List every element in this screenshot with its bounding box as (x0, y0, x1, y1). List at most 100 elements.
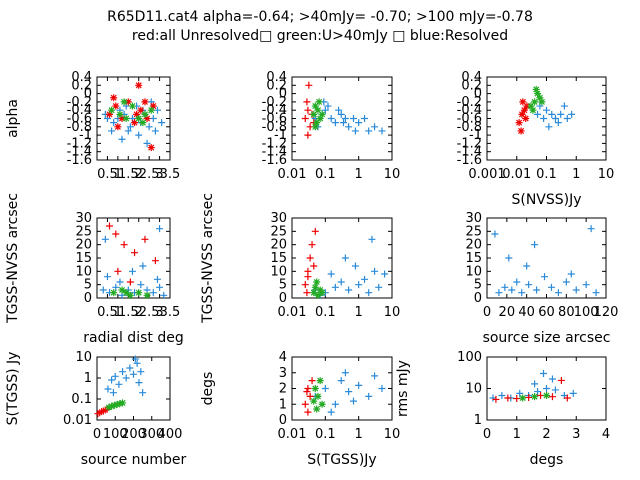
data-point (519, 98, 527, 106)
data-point (313, 405, 321, 413)
x-tick-label: 1 (513, 427, 521, 442)
x-tick-label: 100 (103, 427, 128, 442)
data-point (126, 291, 134, 299)
y-tick-label: -0.4 (67, 103, 92, 118)
data-point (350, 115, 358, 122)
data-point (126, 364, 134, 372)
y-tick-label: -0.6 (67, 112, 92, 127)
data-point (110, 289, 118, 297)
data-point (106, 222, 114, 230)
data-point (109, 389, 117, 397)
x-tick-label: 20 (499, 305, 516, 320)
y-tick-label: 0 (84, 87, 92, 102)
data-point (119, 368, 127, 376)
y-tick-label: -1.4 (67, 145, 92, 160)
data-point (110, 401, 118, 409)
x-tick-label: 0.5 (97, 167, 118, 182)
data-point (114, 123, 122, 131)
y-tick-label: -0.2 (457, 95, 482, 110)
data-point (137, 368, 145, 376)
data-point (537, 391, 545, 399)
x-tick-label: 0.5 (97, 305, 118, 320)
data-point (124, 98, 132, 106)
x-axis-label: radial dist deg (83, 330, 183, 346)
x-tick-label: 1 (355, 167, 363, 182)
data-point (108, 106, 116, 114)
data-point (489, 394, 497, 402)
data-point (315, 98, 323, 106)
y-tick-label: 0.01 (63, 413, 92, 428)
x-tick-label: 1 (114, 167, 122, 182)
data-point (587, 225, 595, 233)
data-point (131, 355, 139, 363)
data-point (527, 102, 535, 110)
data-point (523, 262, 531, 270)
y-tick-label: 15 (270, 251, 287, 266)
y-tick-label: -0.6 (457, 112, 482, 127)
x-tick-label: 400 (158, 427, 183, 442)
data-point (126, 278, 134, 286)
data-point (337, 278, 345, 286)
x-tick-label: 2 (542, 427, 550, 442)
data-point (335, 106, 343, 114)
x-tick-label: 0 (93, 427, 101, 442)
data-point (304, 131, 312, 139)
y-tick-label: 25 (270, 224, 287, 239)
x-tick-label: 60 (538, 305, 555, 320)
series-red (515, 98, 531, 135)
data-point (518, 110, 526, 118)
data-point (515, 119, 523, 127)
data-point (534, 90, 542, 98)
data-point (160, 291, 168, 299)
data-point (143, 291, 151, 299)
x-axis-label: S(NVSS)Jy (511, 192, 581, 208)
data-point (365, 127, 373, 135)
data-point (311, 385, 319, 392)
data-point (112, 102, 120, 110)
series-red (301, 377, 316, 416)
data-point (306, 392, 314, 400)
x-tick-label: 10 (384, 167, 401, 182)
data-point (378, 385, 386, 392)
data-point (122, 374, 130, 382)
data-point (543, 106, 550, 114)
series-green (310, 377, 326, 413)
data-point (304, 408, 312, 416)
y-axis-label: TGSS-NVSS arcsec (5, 193, 21, 324)
data-point (316, 115, 324, 122)
x-axis-label: source number (81, 452, 187, 468)
x-tick-label: 3 (155, 305, 163, 320)
data-point (124, 127, 132, 135)
y-tick-label: 0 (279, 413, 287, 428)
data-point (534, 110, 542, 118)
data-point (108, 376, 116, 384)
series-green (310, 278, 326, 299)
data-point (324, 102, 332, 110)
x-tick-label: 2 (135, 305, 143, 320)
y-tick-label: 4 (279, 350, 287, 365)
figure-subtitle: red:all Unresolved□ green:U>40mJy □ blue… (131, 28, 509, 44)
data-point (115, 380, 123, 388)
data-point (133, 359, 141, 367)
data-point (534, 388, 542, 396)
x-tick-label: 0.1 (315, 427, 336, 442)
data-point (141, 110, 149, 118)
data-point (122, 115, 130, 122)
data-point (541, 273, 549, 281)
data-point (118, 135, 126, 143)
data-point (560, 102, 568, 110)
x-tick-label: 3.5 (160, 305, 181, 320)
data-point (304, 106, 312, 114)
data-point (126, 123, 134, 131)
data-point (306, 254, 314, 262)
data-point (318, 289, 326, 297)
x-tick-label: 40 (518, 305, 535, 320)
data-point (568, 110, 576, 118)
data-point (139, 389, 147, 397)
data-point (525, 393, 533, 401)
data-point (557, 376, 565, 384)
panel-1: 0.511.522.533.50.40.20-0.2-0.4-0.6-0.8-1… (5, 70, 180, 182)
y-tick-label: -0.2 (67, 95, 92, 110)
